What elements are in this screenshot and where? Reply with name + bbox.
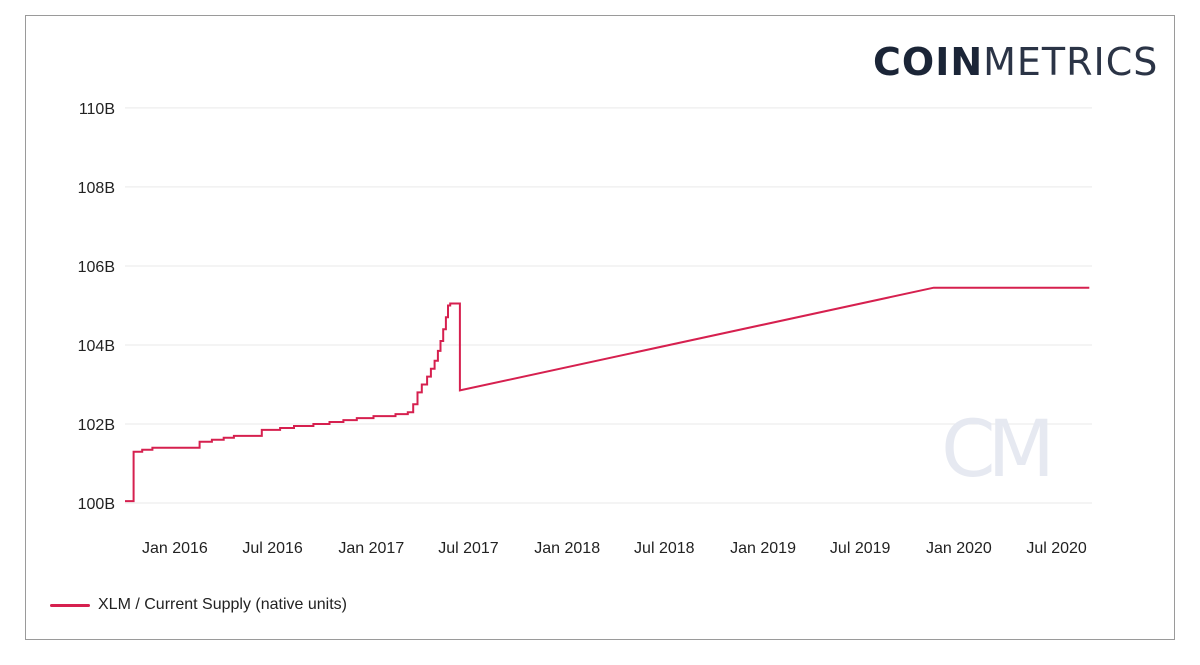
- x-tick-label: Jul 2018: [634, 540, 695, 557]
- x-tick-label: Jul 2019: [830, 540, 891, 557]
- y-tick-label: 108B: [78, 180, 115, 197]
- x-tick-label: Jan 2018: [534, 540, 600, 557]
- x-tick-label: Jul 2016: [242, 540, 303, 557]
- logo-light-text: METRICS: [983, 40, 1159, 84]
- series-lines: [125, 286, 1090, 503]
- x-axis-ticks: Jan 2016 Jul 2016 Jan 2017 Jul 2017 Jan 2018…: [142, 540, 1087, 557]
- legend-swatch: [50, 603, 90, 607]
- grid-lines: [125, 107, 1092, 504]
- coinmetrics-logo: COINMETRICS: [873, 40, 1158, 90]
- series-line: [125, 286, 1090, 503]
- x-tick-label: Jan 2020: [926, 540, 992, 557]
- y-tick-label: 102B: [78, 417, 115, 434]
- y-tick-label: 104B: [78, 338, 115, 355]
- legend-label: XLM / Current Supply (native units): [98, 596, 347, 613]
- legend[interactable]: XLM / Current Supply (native units): [50, 593, 347, 617]
- x-tick-label: Jan 2017: [338, 540, 404, 557]
- watermark-text: CM: [941, 405, 1047, 495]
- y-axis-ticks: 100B 102B 104B 106B 108B 110B: [78, 101, 115, 513]
- x-tick-label: Jul 2017: [438, 540, 499, 557]
- cm-watermark: CM: [941, 405, 1055, 495]
- y-tick-label: 100B: [78, 496, 115, 513]
- x-tick-label: Jan 2019: [730, 540, 796, 557]
- y-tick-label: 110B: [79, 101, 115, 118]
- chart-frame: [25, 15, 1175, 640]
- x-tick-label: Jan 2016: [142, 540, 208, 557]
- logo-bold-text: COIN: [873, 40, 984, 84]
- x-tick-label: Jul 2020: [1026, 540, 1087, 557]
- y-tick-label: 106B: [78, 259, 115, 276]
